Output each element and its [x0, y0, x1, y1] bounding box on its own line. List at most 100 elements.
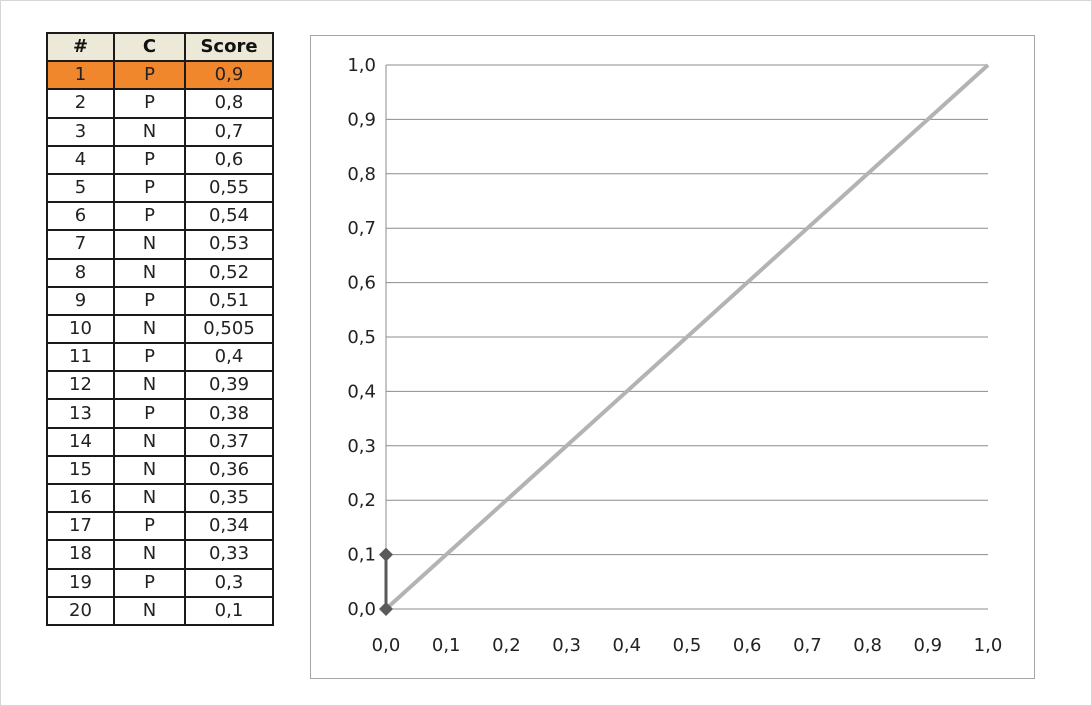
- cell-score[interactable]: 0,7: [184, 116, 274, 147]
- cell-score[interactable]: 0,505: [184, 313, 274, 345]
- cell-score[interactable]: 0,36: [184, 454, 274, 486]
- cell-class[interactable]: N: [113, 595, 186, 626]
- table-row[interactable]: 18 N 0,33: [46, 539, 274, 570]
- cell-rank[interactable]: 10: [46, 313, 115, 345]
- cell-rank[interactable]: 1: [46, 60, 115, 91]
- cell-score[interactable]: 0,52: [184, 257, 274, 288]
- cell-class[interactable]: N: [113, 370, 186, 401]
- table-row[interactable]: 12 N 0,39: [46, 370, 274, 401]
- chart-area: 0,0 0,1 0,2 0,3 0,4 0,5 0,6 0,7 0,8 0,9 1,0 0,0 0,1 0…: [310, 35, 1035, 679]
- table-row[interactable]: 13 P 0,38: [46, 398, 274, 429]
- cell-rank[interactable]: 15: [46, 454, 115, 486]
- roc-point-marker: [379, 602, 393, 616]
- cell-class[interactable]: P: [113, 88, 186, 119]
- cell-rank[interactable]: 16: [46, 482, 115, 514]
- cell-class[interactable]: P: [113, 172, 186, 204]
- cell-rank[interactable]: 8: [46, 257, 115, 288]
- x-tick-label: 0,8: [853, 635, 882, 656]
- cell-rank[interactable]: 9: [46, 285, 115, 316]
- y-tick-label: 0,2: [347, 490, 376, 511]
- cell-score[interactable]: 0,1: [184, 595, 274, 626]
- table-row[interactable]: 11 P 0,4: [46, 342, 274, 373]
- cell-class[interactable]: N: [113, 229, 186, 260]
- table-row[interactable]: 5 P 0,55: [46, 172, 274, 204]
- cell-rank[interactable]: 4: [46, 144, 115, 175]
- cell-score[interactable]: 0,6: [184, 144, 274, 175]
- cell-rank[interactable]: 17: [46, 511, 115, 542]
- cell-class[interactable]: N: [113, 539, 186, 570]
- table-row[interactable]: 20 N 0,1: [46, 595, 274, 626]
- table-row[interactable]: 3 N 0,7: [46, 116, 274, 147]
- cell-class[interactable]: P: [113, 398, 186, 429]
- cell-rank[interactable]: 19: [46, 567, 115, 598]
- table-row[interactable]: 7 N 0,53: [46, 229, 274, 260]
- header-class[interactable]: C: [113, 31, 186, 63]
- cell-class[interactable]: P: [113, 285, 186, 316]
- table-row[interactable]: 15 N 0,36: [46, 454, 274, 486]
- cell-rank[interactable]: 5: [46, 172, 115, 204]
- table-row[interactable]: 4 P 0,6: [46, 144, 274, 175]
- table-row[interactable]: 10 N 0,505: [46, 313, 274, 345]
- cell-score[interactable]: 0,53: [184, 229, 274, 260]
- table-row[interactable]: 17 P 0,34: [46, 511, 274, 542]
- table-row[interactable]: 2 P 0,8: [46, 88, 274, 119]
- roc-chart: 0,0 0,1 0,2 0,3 0,4 0,5 0,6 0,7 0,8 0,9 1,0 0,0 0,1 0…: [347, 55, 1003, 656]
- cell-score[interactable]: 0,37: [184, 426, 274, 457]
- cell-class[interactable]: N: [113, 116, 186, 147]
- cell-class[interactable]: P: [113, 60, 186, 91]
- x-tick-label: 0,4: [612, 635, 641, 656]
- cell-score[interactable]: 0,54: [184, 201, 274, 232]
- y-tick-label: 0,7: [347, 218, 376, 239]
- cell-class[interactable]: N: [113, 426, 186, 457]
- cell-class[interactable]: P: [113, 201, 186, 232]
- cell-rank[interactable]: 18: [46, 539, 115, 570]
- x-tick-label: 0,1: [432, 635, 461, 656]
- cell-rank[interactable]: 20: [46, 595, 115, 626]
- y-tick-label: 0,9: [347, 109, 376, 130]
- cell-rank[interactable]: 3: [46, 116, 115, 147]
- table-row[interactable]: 1 P 0,9: [46, 60, 274, 91]
- table-row[interactable]: 19 P 0,3: [46, 567, 274, 598]
- x-tick-label: 0,9: [913, 635, 942, 656]
- cell-class[interactable]: P: [113, 342, 186, 373]
- x-tick-label: 0,7: [793, 635, 822, 656]
- table-row[interactable]: 16 N 0,35: [46, 482, 274, 514]
- cell-rank[interactable]: 6: [46, 201, 115, 232]
- cell-score[interactable]: 0,3: [184, 567, 274, 598]
- y-tick-label: 0,6: [347, 273, 376, 294]
- cell-class[interactable]: N: [113, 454, 186, 486]
- cell-rank[interactable]: 14: [46, 426, 115, 457]
- table-row[interactable]: 14 N 0,37: [46, 426, 274, 457]
- x-tick-label: 0,5: [673, 635, 702, 656]
- cell-class[interactable]: P: [113, 511, 186, 542]
- header-rank[interactable]: #: [46, 31, 115, 63]
- header-score[interactable]: Score: [184, 31, 274, 63]
- cell-rank[interactable]: 7: [46, 229, 115, 260]
- cell-rank[interactable]: 11: [46, 342, 115, 373]
- table-row[interactable]: 9 P 0,51: [46, 285, 274, 316]
- cell-score[interactable]: 0,34: [184, 511, 274, 542]
- cell-score[interactable]: 0,38: [184, 398, 274, 429]
- table-row[interactable]: 8 N 0,52: [46, 257, 274, 288]
- cell-score[interactable]: 0,35: [184, 482, 274, 514]
- x-tick-label: 1,0: [974, 635, 1003, 656]
- cell-score[interactable]: 0,39: [184, 370, 274, 401]
- roc-point-marker: [379, 547, 393, 562]
- cell-rank[interactable]: 12: [46, 370, 115, 401]
- table-row[interactable]: 6 P 0,54: [46, 201, 274, 232]
- cell-class[interactable]: N: [113, 482, 186, 514]
- cell-score[interactable]: 0,51: [184, 285, 274, 316]
- cell-class[interactable]: P: [113, 567, 186, 598]
- y-tick-label: 0,8: [347, 164, 376, 185]
- score-table: # C Score 1 P 0,9 2 P 0,8 3 N 0,7 4 P 0,6 5 P 0,55 6 P 0,…: [46, 31, 274, 626]
- cell-score[interactable]: 0,9: [184, 60, 274, 91]
- cell-score[interactable]: 0,4: [184, 342, 274, 373]
- cell-score[interactable]: 0,55: [184, 172, 274, 204]
- cell-rank[interactable]: 2: [46, 88, 115, 119]
- cell-class[interactable]: P: [113, 144, 186, 175]
- cell-rank[interactable]: 13: [46, 398, 115, 429]
- cell-score[interactable]: 0,33: [184, 539, 274, 570]
- cell-class[interactable]: N: [113, 257, 186, 288]
- cell-score[interactable]: 0,8: [184, 88, 274, 119]
- cell-class[interactable]: N: [113, 313, 186, 345]
